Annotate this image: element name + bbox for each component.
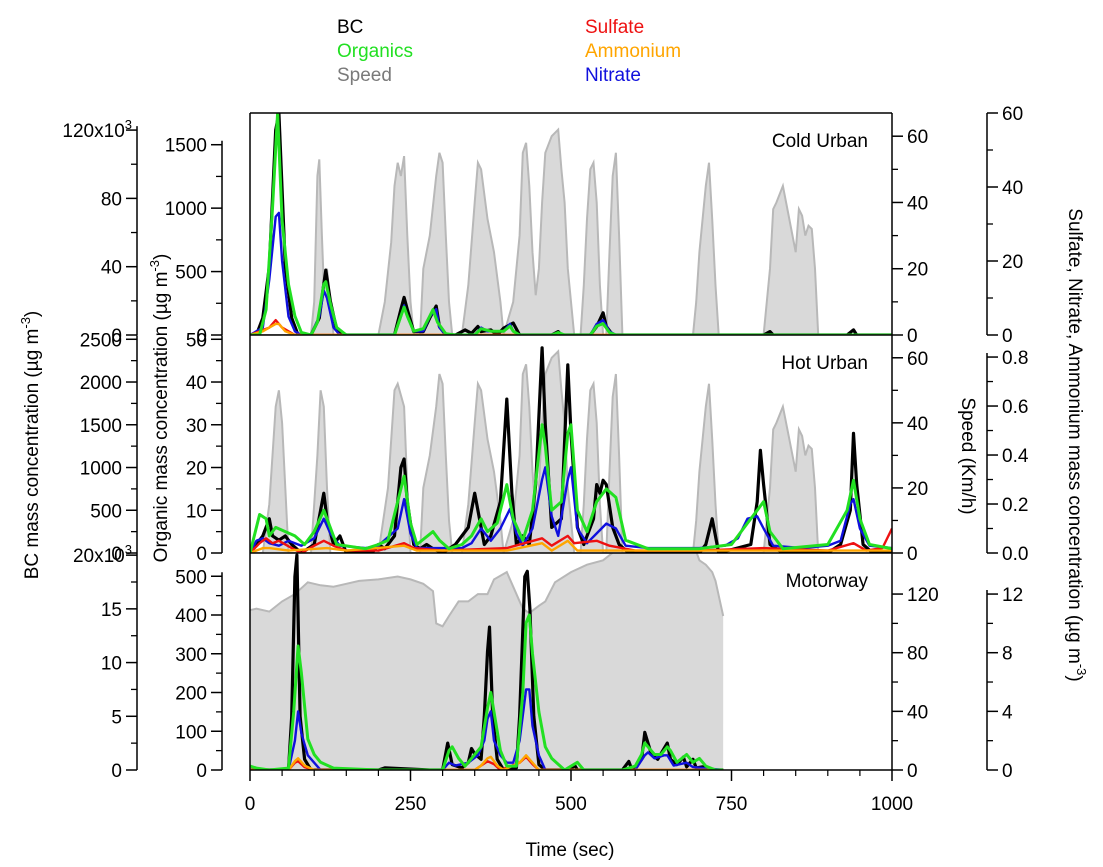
bc-axis-title-close: ) [22, 311, 43, 317]
motorway-bc-tick-label: 20x103 [73, 542, 132, 567]
cold-urban-bc-tick-label: 40 [101, 258, 122, 279]
hot-urban-organics-tick-label: 20 [186, 459, 207, 480]
motorway-ammonium-line [250, 754, 724, 770]
hot-urban-speed-tick-label: 40 [907, 414, 928, 435]
motorway-ions-tick-label: 12 [1002, 585, 1023, 606]
motorway-bc-tick-label: 10 [101, 654, 122, 675]
cold-urban-bc-tick-label: 120x103 [62, 117, 132, 142]
hot-urban-ions-tick-label: 0.0 [1002, 544, 1028, 565]
cold-urban-organics-tick-label: 500 [175, 263, 207, 284]
hot-urban-title: Hot Urban [781, 353, 868, 374]
cold-urban-ions-tick-label: 0 [1002, 326, 1013, 347]
hot-urban-speed-tick-label: 0 [907, 544, 918, 565]
motorway-bc-tick-label: 15 [101, 600, 122, 621]
organics-axis-title: Organic mass concentration (µg m-3) [147, 254, 172, 563]
ions-axis-title-close: ) [1064, 675, 1085, 681]
cold-urban-organics-tick-label: 1000 [165, 199, 207, 220]
bc-axis-title: BC mass concentration (µg m-3) [18, 311, 43, 580]
cold-urban-speed-tick-label: 60 [907, 127, 928, 148]
hot-urban-ions-tick-label: 0.8 [1002, 348, 1028, 369]
hot-urban-speed-line [250, 349, 892, 553]
cold-urban-speed-tick-label: 0 [907, 326, 918, 347]
hot-urban-speed-tick-label: 60 [907, 349, 928, 370]
cold-urban-ions-tick-label: 60 [1002, 104, 1023, 125]
hot-urban-series [250, 346, 892, 553]
hot-urban-organics-tick-label: 30 [186, 416, 207, 437]
x-tick-label: 750 [716, 794, 748, 815]
hot-urban-bc-tick-label: 1500 [80, 416, 122, 437]
cold-urban-organics-tick-label: 0 [196, 326, 207, 347]
legend-organics: Organics [337, 41, 413, 62]
motorway-bc-tick-label: 0 [111, 761, 122, 782]
x-tick-label: 250 [395, 794, 427, 815]
hot-urban-nitrate-line [250, 466, 892, 553]
motorway-organics-tick-label: 100 [175, 722, 207, 743]
hot-urban-ions-tick-label: 0.4 [1002, 446, 1029, 467]
legend-nitrate: Nitrate [585, 65, 641, 86]
cold-urban-speed-line [250, 127, 892, 335]
motorway-organics-tick-label: 200 [175, 684, 207, 705]
cold-urban-organics-tick-label: 1500 [165, 136, 207, 157]
motorway-bc-tick-label: 5 [111, 707, 122, 728]
motorway-ions-tick-label: 0 [1002, 761, 1013, 782]
cold-urban-speed-tick-label: 20 [907, 260, 928, 281]
hot-urban-bc-tick-label: 2000 [80, 373, 122, 394]
organics-axis-title-close: ) [151, 254, 172, 260]
hot-urban-ions-tick-label: 0.6 [1002, 397, 1028, 418]
motorway-series [250, 553, 725, 770]
x-tick-label: 500 [555, 794, 587, 815]
motorway-title: Motorway [786, 571, 869, 592]
organics-axis-title-sup: -3 [147, 260, 162, 272]
legend-speed: Speed [337, 65, 392, 86]
x-tick-label: 1000 [871, 794, 913, 815]
legend-bc: BC [337, 17, 363, 38]
motorway-ions-tick-label: 8 [1002, 644, 1013, 665]
legend: BC Organics Speed Sulfate Ammonium Nitra… [337, 17, 681, 86]
hot-urban-bc-tick-label: 2500 [80, 330, 122, 351]
x-tick-label: 0 [245, 794, 256, 815]
hot-urban-bc-tick-label: 1000 [80, 459, 122, 480]
motorway-speed-line [250, 553, 725, 628]
ions-axis-title-sup: -3 [1074, 664, 1089, 676]
cold-urban-speed-tick-label: 40 [907, 193, 928, 214]
cold-urban-speed-area [250, 129, 892, 335]
cold-urban-bc-tick-label: 0 [111, 326, 122, 347]
motorway-organics-tick-label: 0 [196, 761, 207, 782]
axis-layer: Cold Urban04080120x103050010001500020406… [62, 104, 1028, 815]
speed-axis-title: Speed (Km/h) [957, 397, 978, 514]
motorway-organics-tick-label: 400 [175, 606, 207, 627]
motorway-speed-tick-label: 40 [907, 702, 928, 723]
legend-sulfate: Sulfate [585, 17, 644, 38]
hot-urban-ammonium-line [250, 539, 892, 553]
hot-urban-organics-tick-label: 0 [196, 544, 207, 565]
hot-urban-bc-tick-label: 500 [90, 501, 122, 522]
hot-urban-sulfate-line [250, 527, 892, 553]
cold-urban-title: Cold Urban [772, 131, 868, 152]
cold-urban-ions-tick-label: 20 [1002, 252, 1023, 273]
legend-ammonium: Ammonium [585, 41, 681, 62]
motorway-organics-tick-label: 300 [175, 645, 207, 666]
motorway-ions-tick-label: 4 [1002, 702, 1013, 723]
plot-layer [250, 113, 892, 770]
ions-axis-title: Sulfate, Nitrate, Ammonium mass concentr… [1064, 208, 1089, 681]
hot-urban-organics-tick-label: 50 [186, 330, 207, 351]
hot-urban-organics-tick-label: 40 [186, 373, 207, 394]
cold-urban-bc-tick-label: 80 [101, 189, 122, 210]
cold-urban-organics-line [250, 113, 892, 335]
motorway-speed-tick-label: 120 [907, 585, 939, 606]
motorway-organics-line [250, 613, 724, 770]
hot-urban-bc-tick-label: 0 [111, 544, 122, 565]
hot-urban-speed-tick-label: 20 [907, 479, 928, 500]
motorway-organics-tick-label: 500 [175, 567, 207, 588]
hot-urban-ions-tick-label: 0.2 [1002, 495, 1028, 516]
hot-urban-organics-tick-label: 10 [186, 501, 207, 522]
motorway-speed-tick-label: 0 [907, 761, 918, 782]
x-axis-title: Time (sec) [525, 840, 614, 861]
bc-axis-title-sup: -3 [18, 317, 33, 329]
motorway-speed-tick-label: 80 [907, 644, 928, 665]
hot-urban-organics-line [250, 423, 892, 553]
cold-urban-ions-tick-label: 40 [1002, 178, 1023, 199]
